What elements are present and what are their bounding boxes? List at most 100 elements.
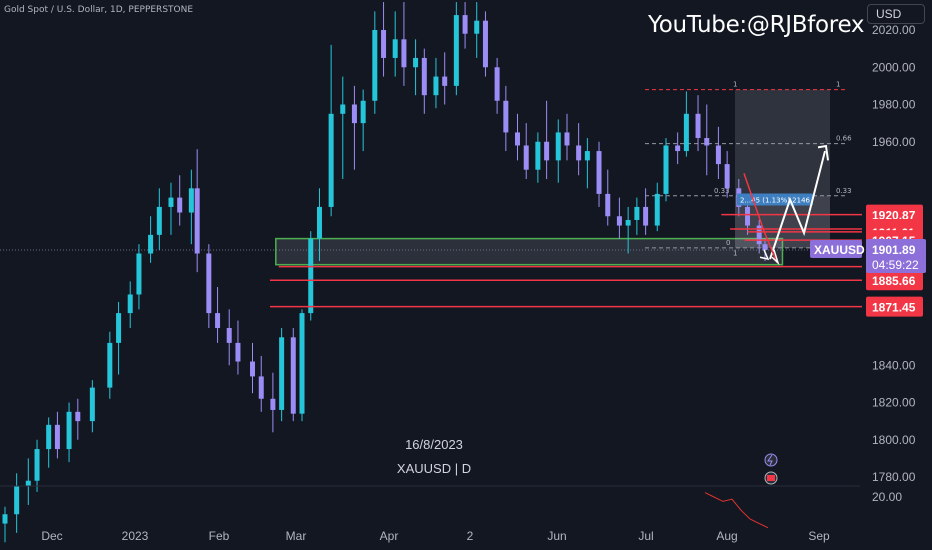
candle-body [235, 342, 241, 362]
y-axis-tick: 1820.00 [872, 396, 916, 410]
x-axis-tick: Aug [716, 529, 737, 543]
x-axis-tick: Sep [808, 529, 830, 543]
x-axis-tick: Dec [41, 529, 62, 543]
candle-body [226, 328, 232, 343]
measure-box [737, 193, 813, 206]
oscillator-line [704, 492, 769, 529]
candle-series [2, 2, 768, 543]
candle-body [625, 219, 631, 226]
candle-body [634, 206, 640, 220]
candle-body [136, 253, 142, 295]
candle-body [514, 132, 520, 146]
x-axis-tick: Feb [209, 529, 230, 543]
fib-level-label: 1 [733, 81, 737, 89]
candle-body [494, 67, 500, 101]
candle-body [46, 424, 52, 450]
y-axis-tick: 1980.00 [872, 98, 916, 112]
time-axis[interactable]: Dec 2023 Feb Mar Apr 2 Jun Jul Aug Sep [41, 529, 830, 543]
candle-body [544, 141, 550, 161]
oscillator-value: 20.00 [872, 490, 902, 504]
candle-body [188, 188, 194, 213]
candle-body [413, 57, 419, 68]
y-axis-tick: 2020.00 [872, 23, 916, 37]
candle-body [715, 145, 721, 165]
candle-body [482, 20, 488, 68]
x-axis-tick: Jul [638, 529, 653, 543]
lightning-icon [764, 453, 778, 467]
candle-body [695, 113, 701, 139]
candle-body [127, 294, 133, 314]
demand-zone [275, 237, 784, 266]
candle-body [381, 30, 387, 58]
candle-body [25, 480, 31, 487]
candle-body [168, 197, 174, 207]
candle-body [372, 30, 378, 101]
candle-body [177, 197, 183, 213]
candle-body [392, 39, 398, 58]
y-axis-tick: 1840.00 [872, 358, 916, 372]
oscillator-pane: 20.00 [0, 485, 902, 529]
candle-body [584, 151, 590, 161]
candle-body [421, 57, 427, 96]
watermark-date: 16/8/2023 [405, 437, 463, 452]
current-price-tag [866, 238, 926, 273]
candle-body [156, 206, 162, 235]
candle-body [258, 376, 264, 399]
candle-body [290, 337, 296, 414]
candle-body [54, 424, 60, 450]
x-axis-tick: 2 [467, 529, 474, 543]
candle-body [453, 15, 459, 86]
candle-body [250, 361, 256, 377]
price-level-tag [866, 296, 923, 317]
fib-level-label: 0.33 [836, 187, 852, 195]
candle-body [564, 132, 570, 146]
projection-path [769, 150, 826, 260]
candle-body [340, 104, 346, 114]
candle-body [442, 76, 448, 86]
candle-body [328, 113, 334, 207]
candle-body [675, 145, 681, 152]
currency-label: USD [876, 7, 902, 21]
fib-level-label: 0.66 [836, 135, 852, 143]
candle-body [654, 193, 660, 226]
symbol-tag [810, 239, 862, 258]
candle-body [663, 145, 669, 194]
down-arrow-icon [759, 249, 780, 266]
flag-glyph-icon [767, 475, 775, 481]
candle-body [279, 337, 285, 410]
candle-body [555, 132, 561, 161]
candle-body [66, 411, 72, 450]
projection-arrow-head [817, 144, 829, 161]
candle-body [75, 411, 81, 422]
candle-body [576, 145, 582, 161]
currency-button[interactable]: USD [867, 4, 925, 24]
current-price-value: 1901.89 [872, 243, 916, 257]
y-axis-tick: 1960.00 [872, 135, 916, 149]
candle-body [762, 244, 768, 250]
x-axis-tick: Apr [380, 529, 399, 543]
candle-body [360, 100, 366, 124]
measure-label: 2...45 (1.13%) 2146 [740, 196, 811, 204]
candle-body [107, 342, 113, 388]
price-level-tag-label: 1871.45 [872, 301, 916, 315]
price-level-tag [866, 270, 923, 291]
y-axis-tick: 1800.00 [872, 433, 916, 447]
chart-drawings: 2...45 (1.13%) 2146 [269, 144, 862, 485]
symbol-description: Gold Spot / U.S. Dollar, 1D, PEPPERSTONE [4, 5, 194, 15]
candle-body [316, 206, 322, 239]
candle-body [704, 138, 710, 146]
candle-body [523, 145, 529, 170]
fib-level-label: 1 [836, 81, 840, 89]
candle-body [596, 151, 602, 194]
x-axis-tick: 2023 [122, 529, 149, 543]
candle-body [724, 164, 730, 189]
price-axis[interactable]: 2020.00 2000.00 1980.00 1960.00 1840.00 1820.… [810, 23, 926, 484]
candle-body [34, 449, 40, 481]
candle-body [683, 113, 689, 152]
y-axis-tick: 2000.00 [872, 60, 916, 74]
drop-path [743, 173, 778, 264]
fib-level-label: 0 [726, 239, 730, 247]
candle-body [148, 234, 154, 254]
